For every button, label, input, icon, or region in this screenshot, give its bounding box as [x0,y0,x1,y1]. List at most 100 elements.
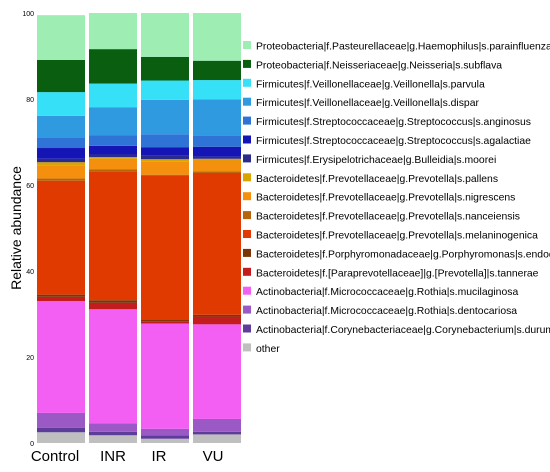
y-axis-label: Relative abundance [8,166,24,290]
bar-segment [193,160,241,172]
bar-segment [37,59,85,93]
bar-segment [141,159,189,162]
legend-swatch [243,154,251,163]
legend-swatch [243,173,251,182]
y-axis-ticks: 0 20 40 60 80 100 [22,11,34,448]
bar-segment [37,165,85,179]
legend-entry: Firmicutes|f.Streptococcaceae|g.Streptoc… [256,117,531,128]
y-tick-label: 20 [26,355,34,362]
bar-segment [141,155,189,160]
bar-segment [89,171,137,301]
bar-segment [37,427,85,433]
legend-swatch [243,248,251,257]
bar-segment [141,435,189,439]
legend-entry: Firmicutes|f.Erysipelotrichaceae|g.Bulle… [256,155,496,166]
y-tick-label: 80 [26,97,34,104]
bar-segment [89,13,137,50]
bar-segment [193,146,241,157]
legend-swatch [243,97,251,106]
legend-swatch [243,59,251,68]
legend-entry: Firmicutes|f.Veillonellaceae|g.Veillonel… [256,79,485,90]
bar-segment [193,314,241,317]
legend-swatch [243,211,251,220]
legend-entry: Proteobacteria|f.Pasteurellaceae|g.Haemo… [256,42,550,53]
legend-swatch [243,230,251,238]
legend-entry: Bacteroidetes|f.Prevotellaceae|g.Prevote… [256,193,515,204]
bar-segment [89,158,137,170]
bar-segment [89,154,137,158]
bar-segment [141,428,189,436]
legend-swatch [243,286,251,295]
bar-segment [193,135,241,147]
bar-segment [141,13,189,57]
bar-segment [37,180,85,295]
bar-segment [37,148,85,159]
bar-segment [141,147,189,156]
y-tick-label: 0 [30,441,34,448]
bar-segment [141,321,189,324]
legend-entry: Proteobacteria|f.Neisseriaceae|g.Neisser… [256,60,502,71]
legend-entry: Firmicutes|f.Veillonellaceae|g.Veillonel… [256,98,479,109]
bar-segment [89,157,137,159]
bar-segment [193,158,241,161]
bar-segment [193,324,241,419]
bar-segment [141,56,189,81]
bar-segment [193,80,241,100]
legend-swatch [243,324,251,333]
x-tick-label: VU [203,448,224,465]
bar-segment [193,431,241,435]
y-tick-label: 40 [26,269,34,276]
bar-segment [37,162,85,166]
bar-segment [141,161,189,175]
bar-segment [89,145,137,155]
bar-segment [193,434,241,443]
legend: Proteobacteria|f.Pasteurellaceae|g.Haemo… [243,41,550,355]
legend-swatch [243,305,251,314]
bar-segment [193,418,241,432]
bar-segment [89,309,137,424]
bar-segment [37,158,85,163]
bar-segment [141,99,189,135]
bar-segment [89,435,137,443]
legend-entry: Bacteroidetes|f.[Paraprevotellaceae]|g.[… [256,268,539,279]
legend-swatch [243,343,251,352]
bar-segment [193,60,241,81]
y-tick-label: 100 [22,11,34,18]
bar-segment [193,172,241,315]
x-tick-label: INR [100,448,126,465]
bar-segment [37,296,85,302]
bar-segment [193,316,241,325]
bar-segment [37,15,85,60]
bars [37,13,241,443]
x-tick-label: Control [31,448,79,465]
bar-segment [89,107,137,136]
legend-swatch [243,267,251,276]
bar-segment [89,135,137,146]
bar-segment [37,412,85,428]
y-tick-label: 60 [26,183,34,190]
legend-entry: other [256,344,280,355]
legend-entry: Actinobacteria|f.Corynebacteriaceae|g.Co… [256,325,550,336]
legend-entry: Bacteroidetes|f.Prevotellaceae|g.Prevote… [256,174,498,185]
bar-segment [141,438,189,443]
bar-segment [141,80,189,100]
legend-entry: Bacteroidetes|f.Porphyromonadaceae|g.Por… [256,249,550,260]
bar-segment [37,92,85,116]
bar-segment [89,300,137,303]
bar-segment [89,49,137,84]
bar-segment [37,178,85,181]
legend-entry: Actinobacteria|f.Micrococcaceae|g.Rothia… [256,306,517,317]
bar-segment [193,13,241,61]
bar-segment [141,320,189,322]
bar-segment [193,156,241,159]
bar-segment [141,323,189,429]
bar-segment [193,171,241,173]
legend-entry: Bacteroidetes|f.Prevotellaceae|g.Prevote… [256,212,520,223]
bar-segment [141,134,189,148]
legend-entry: Actinobacteria|f.Micrococcaceae|g.Rothia… [256,287,518,298]
legend-entry: Firmicutes|f.Streptococcaceae|g.Streptoc… [256,136,531,147]
legend-swatch [243,135,251,144]
x-axis-categories: Control INR IR VU [31,448,224,465]
bar-segment [141,175,189,321]
bar-segment [193,99,241,136]
